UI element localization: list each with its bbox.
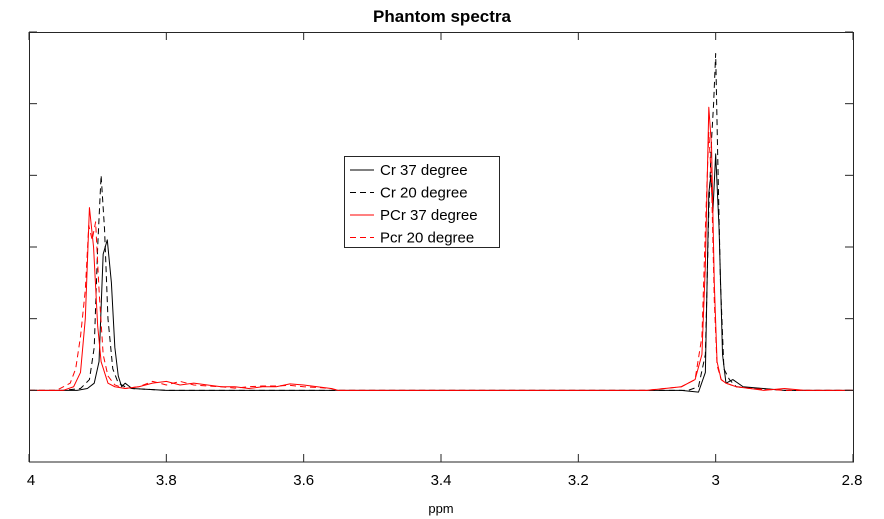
x-tick-label: 3.6 <box>293 472 314 489</box>
legend-box <box>344 156 500 248</box>
series-line-pcr-20-degree <box>29 131 853 391</box>
x-tick-label: 2.8 <box>842 472 863 489</box>
chart-title: Phantom spectra <box>373 7 511 26</box>
legend: Cr 37 degree Cr 20 degree PCr 37 degree Pcr… <box>344 156 500 248</box>
x-tick-labels: 4 3.8 3.6 3.4 3.2 3 2.8 <box>27 472 863 489</box>
x-tick-label: 3.4 <box>431 472 452 489</box>
series-layer <box>29 53 853 393</box>
x-tick-label: 3 <box>711 472 719 489</box>
axes-box <box>29 32 854 463</box>
plot-area <box>28 31 854 463</box>
legend-label: PCr 37 degree <box>380 207 478 224</box>
x-tick-label: 3.2 <box>568 472 589 489</box>
x-tick-label: 4 <box>27 472 35 489</box>
legend-label: Cr 20 degree <box>380 185 468 202</box>
legend-label: Cr 37 degree <box>380 162 468 179</box>
legend-label: Pcr 20 degree <box>380 230 474 247</box>
series-line-cr-20-degree <box>29 53 853 391</box>
x-axis-label: ppm <box>428 501 453 516</box>
x-tick-label: 3.8 <box>156 472 177 489</box>
